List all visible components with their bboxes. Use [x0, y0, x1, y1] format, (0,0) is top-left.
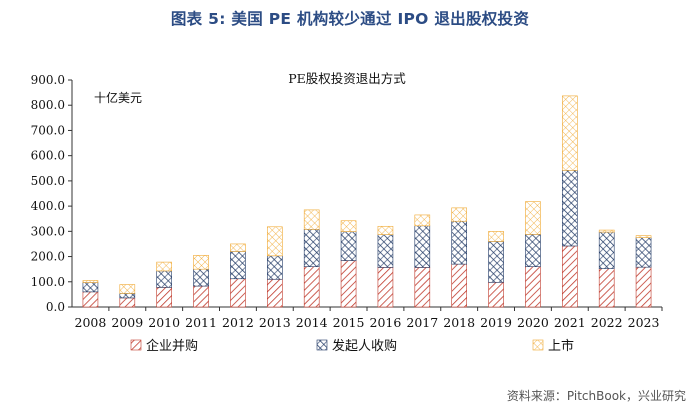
- bar-2011-series-2: [193, 268, 209, 287]
- bar-2019-series-2: [488, 241, 504, 283]
- x-tick-label: 2023: [628, 315, 660, 330]
- x-tick-label: 2017: [406, 315, 438, 330]
- x-tick-label: 2010: [148, 315, 180, 330]
- y-tick-label: 100.0: [31, 275, 65, 289]
- legend-swatch-3: [532, 339, 544, 351]
- bar-2022-series-2: [598, 231, 615, 269]
- bar-2018-series-3: [451, 207, 467, 222]
- bar-2021-series-3: [562, 95, 578, 171]
- y-tick-label: 800.0: [31, 98, 65, 112]
- y-tick-label: 900.0: [31, 73, 65, 87]
- x-tick-label: 2021: [554, 315, 586, 330]
- bar-2015-series-3: [340, 220, 357, 232]
- bar-2018-series-2: [451, 220, 467, 265]
- bar-2013-series-1: [267, 278, 283, 308]
- y-tick-label: 400.0: [31, 199, 65, 213]
- x-tick-label: 2012: [222, 315, 254, 330]
- bar-2017-series-3: [414, 214, 431, 227]
- bar-2008-series-3: [82, 280, 99, 283]
- bar-2013-series-3: [267, 226, 283, 257]
- x-tick-label: 2013: [259, 315, 291, 330]
- bar-2020-series-3: [525, 201, 541, 235]
- y-tick-label: 0.0: [46, 300, 65, 314]
- bar-2023-series-2: [635, 237, 652, 268]
- unit-label: 十亿美元: [94, 90, 142, 105]
- y-tick-label: 600.0: [31, 149, 65, 163]
- bar-2017-series-1: [414, 267, 431, 308]
- bar-2012-series-1: [230, 278, 246, 308]
- bar-2008-series-2: [82, 282, 99, 293]
- bars: [82, 95, 652, 308]
- bar-2019-series-3: [488, 231, 504, 242]
- y-tick-label: 300.0: [31, 224, 65, 238]
- bar-2014-series-1: [303, 266, 320, 308]
- y-ticks: 0.0 100.0 200.0 300.0 400.0 500.0 600.0 700.0 80…: [31, 73, 72, 314]
- x-labels: 2008 2009 2010 2011 2012 2013 2014 2015 2016 2017…: [75, 307, 663, 330]
- x-tick-label: 2016: [370, 315, 402, 330]
- x-tick-label: 2022: [591, 315, 623, 330]
- legend: 企业并购 发起人收购 上市: [130, 338, 574, 354]
- bar-2021-series-1: [562, 245, 578, 308]
- x-tick-label: 2015: [333, 315, 365, 330]
- bar-2010-series-3: [156, 261, 172, 272]
- x-tick-label: 2009: [111, 315, 143, 330]
- bar-2022-series-1: [598, 268, 615, 308]
- bar-2022-series-3: [598, 229, 615, 233]
- bar-2011-series-3: [193, 254, 209, 270]
- bar-2009-series-1: [119, 297, 136, 308]
- legend-label-1: 企业并购: [146, 338, 198, 354]
- bar-2009-series-2: [119, 293, 136, 299]
- bar-2012-series-3: [230, 243, 246, 252]
- legend-swatch-1: [130, 339, 142, 351]
- y-tick-label: 700.0: [31, 123, 65, 137]
- x-tick-label: 2020: [517, 315, 549, 330]
- chart-title: PE股权投资退出方式: [288, 71, 406, 86]
- bar-2009-series-3: [119, 284, 136, 294]
- x-tick-label: 2014: [296, 315, 328, 330]
- bar-2018-series-1: [451, 263, 467, 308]
- bar-2010-series-1: [156, 287, 172, 308]
- x-tick-label: 2011: [185, 315, 217, 330]
- x-tick-label: 2018: [443, 315, 475, 330]
- bar-2015-series-1: [340, 260, 357, 308]
- legend-label-2: 发起人收购: [332, 338, 397, 354]
- legend-label-3: 上市: [548, 338, 574, 354]
- bar-2020-series-2: [525, 234, 541, 267]
- source-note: 资料来源：PitchBook，兴业研究: [506, 389, 686, 403]
- bar-2020-series-1: [525, 266, 541, 308]
- bar-2023-series-1: [635, 266, 652, 308]
- bar-2023-series-3: [635, 235, 652, 238]
- y-tick-label: 500.0: [31, 174, 65, 188]
- bar-2019-series-1: [488, 281, 504, 308]
- bar-2013-series-2: [267, 255, 283, 280]
- bar-2015-series-2: [340, 231, 357, 261]
- legend-swatch-2: [316, 339, 328, 351]
- bar-2021-series-2: [562, 169, 578, 247]
- bar-2014-series-2: [303, 229, 320, 267]
- y-tick-label: 200.0: [31, 250, 65, 264]
- bar-2014-series-3: [303, 209, 320, 230]
- bar-2017-series-2: [414, 225, 431, 268]
- bar-2016-series-3: [377, 225, 394, 235]
- figure-title: 图表 5: 美国 PE 机构较少通过 IPO 退出股权投资: [170, 10, 530, 28]
- bar-2016-series-2: [377, 234, 394, 268]
- x-tick-label: 2008: [75, 315, 107, 330]
- bar-2012-series-2: [230, 251, 246, 280]
- bar-2011-series-1: [193, 285, 209, 308]
- bar-2008-series-1: [82, 291, 99, 308]
- x-tick-label: 2019: [480, 315, 512, 330]
- bar-2016-series-1: [377, 267, 394, 308]
- bar-2010-series-2: [156, 270, 172, 288]
